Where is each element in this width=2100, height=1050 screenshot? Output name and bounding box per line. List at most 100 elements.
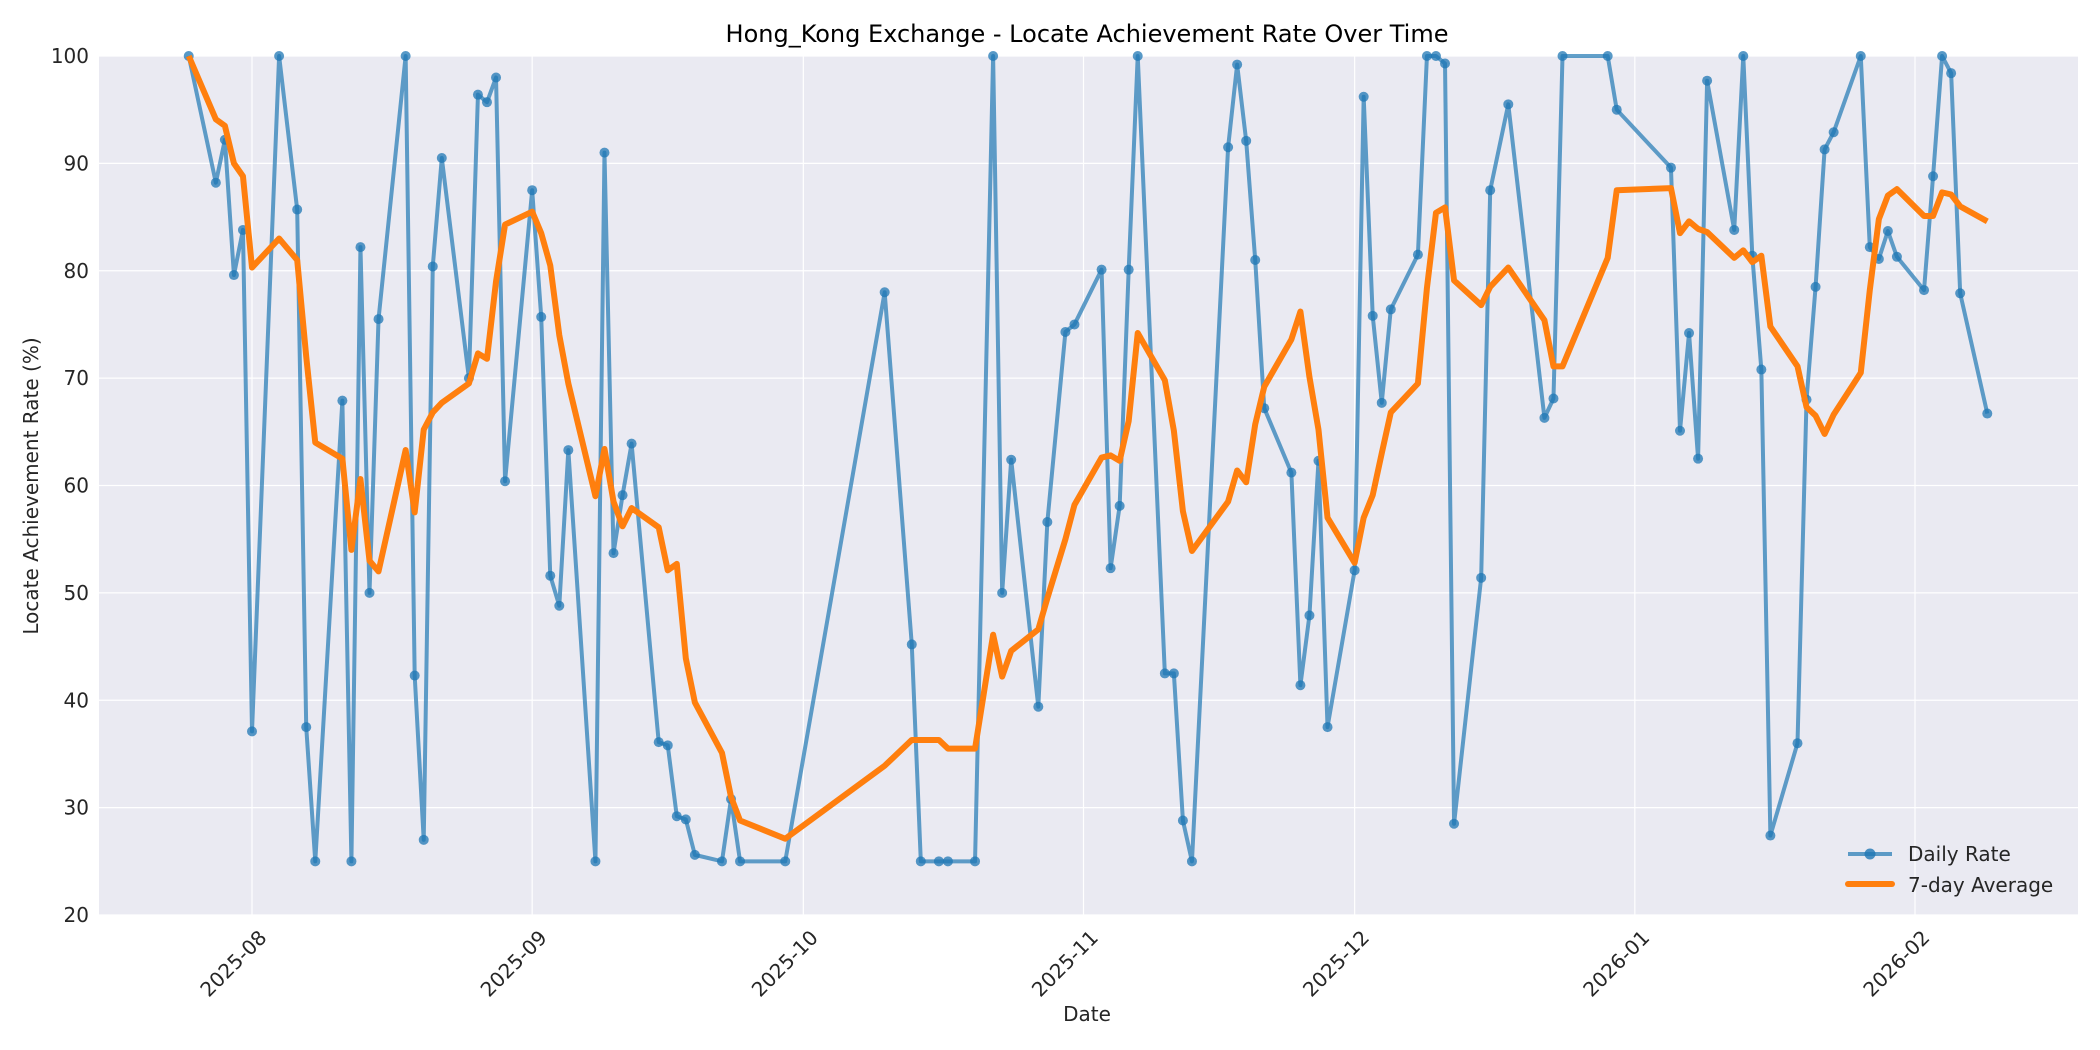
- data-point: [1810, 281, 1821, 292]
- data-point: [1602, 51, 1613, 61]
- data-point: [997, 587, 1008, 598]
- data-point: [1891, 251, 1902, 262]
- data-point: [653, 737, 664, 748]
- data-point: [1792, 738, 1803, 749]
- data-point: [1855, 51, 1866, 61]
- data-point: [1729, 224, 1740, 235]
- data-point: [1376, 397, 1387, 408]
- data-point: [906, 639, 917, 650]
- x-tick-label: 2026-01: [1578, 925, 1654, 1001]
- data-point: [1702, 75, 1713, 86]
- data-point: [228, 270, 239, 281]
- data-point: [1412, 249, 1423, 260]
- data-point: [1232, 59, 1243, 70]
- legend-avg-label: 7-day Average: [1908, 873, 2053, 897]
- data-point: [1241, 135, 1252, 146]
- x-tick-label: 2026-02: [1858, 925, 1934, 1001]
- data-point: [400, 51, 411, 61]
- x-axis-ticks: 2025-08 2025-09 2025-10 2025-11 2025-12 2026-…: [195, 925, 1934, 1001]
- data-point: [1304, 610, 1315, 621]
- data-point: [1177, 815, 1188, 826]
- data-point: [418, 834, 429, 845]
- y-tick-label: 90: [64, 151, 89, 175]
- data-point: [879, 287, 890, 298]
- y-tick-label: 20: [64, 903, 89, 927]
- data-point: [1476, 572, 1487, 583]
- data-point: [1928, 171, 1939, 182]
- data-point: [1006, 454, 1017, 465]
- data-point: [970, 856, 981, 867]
- data-point: [409, 670, 420, 681]
- data-point: [274, 51, 285, 61]
- data-point: [1765, 830, 1776, 841]
- x-axis-label: Date: [1063, 1002, 1111, 1026]
- data-point: [500, 476, 511, 487]
- data-point: [1033, 701, 1044, 712]
- data-point: [1349, 565, 1360, 576]
- data-point: [942, 856, 953, 867]
- gridlines: [99, 55, 2078, 916]
- data-point: [1693, 453, 1704, 464]
- data-point: [1421, 51, 1432, 61]
- chart-title: Hong_Kong Exchange - Locate Achievement …: [726, 20, 1449, 48]
- data-point: [1828, 127, 1839, 138]
- data-point: [563, 445, 574, 456]
- data-point: [1286, 467, 1297, 478]
- data-point: [1882, 226, 1893, 237]
- y-tick-label: 100: [51, 44, 89, 68]
- data-point: [1485, 185, 1496, 196]
- data-point: [292, 204, 303, 215]
- data-point: [662, 740, 673, 751]
- daily-marker-icon: [1864, 848, 1876, 860]
- data-point: [545, 570, 556, 581]
- data-point: [1168, 668, 1179, 679]
- data-point: [373, 314, 384, 325]
- data-point: [1223, 142, 1234, 153]
- data-point: [1982, 408, 1993, 419]
- data-point: [1819, 144, 1830, 155]
- data-point: [1449, 818, 1460, 829]
- data-point: [1295, 680, 1306, 691]
- data-point: [210, 177, 221, 188]
- data-point: [1611, 104, 1622, 115]
- data-point: [933, 856, 944, 867]
- data-point: [1096, 264, 1107, 275]
- data-point: [617, 490, 628, 501]
- data-point: [1042, 517, 1053, 528]
- y-tick-label: 40: [64, 688, 89, 712]
- data-point: [599, 147, 610, 158]
- data-point: [1250, 255, 1261, 266]
- y-tick-label: 30: [64, 796, 89, 820]
- data-point: [1060, 326, 1071, 337]
- x-tick-label: 2025-10: [747, 925, 823, 1001]
- data-point: [337, 395, 348, 406]
- daily-rate-series: [183, 51, 1993, 867]
- data-point: [364, 587, 375, 598]
- data-point: [481, 97, 492, 108]
- data-point: [1322, 722, 1333, 733]
- x-tick-label: 2025-11: [1027, 925, 1103, 1001]
- data-point: [346, 856, 357, 867]
- data-point: [1684, 328, 1695, 339]
- data-point: [1440, 58, 1451, 69]
- data-point: [491, 72, 502, 83]
- y-tick-label: 60: [64, 474, 89, 498]
- data-point: [1937, 51, 1948, 61]
- data-point: [1919, 285, 1930, 296]
- data-point: [1675, 425, 1686, 436]
- data-point: [1955, 288, 1966, 299]
- data-point: [1539, 412, 1550, 423]
- data-point: [554, 600, 565, 611]
- data-point: [1367, 310, 1378, 321]
- data-point: [301, 722, 312, 733]
- data-point: [1114, 500, 1125, 511]
- data-point: [1069, 319, 1080, 330]
- y-tick-label: 80: [64, 259, 89, 283]
- data-point: [1557, 51, 1568, 61]
- data-point: [1186, 856, 1197, 867]
- data-point: [716, 856, 727, 867]
- data-point: [689, 849, 700, 860]
- data-point: [1159, 668, 1170, 679]
- data-point: [1946, 68, 1957, 79]
